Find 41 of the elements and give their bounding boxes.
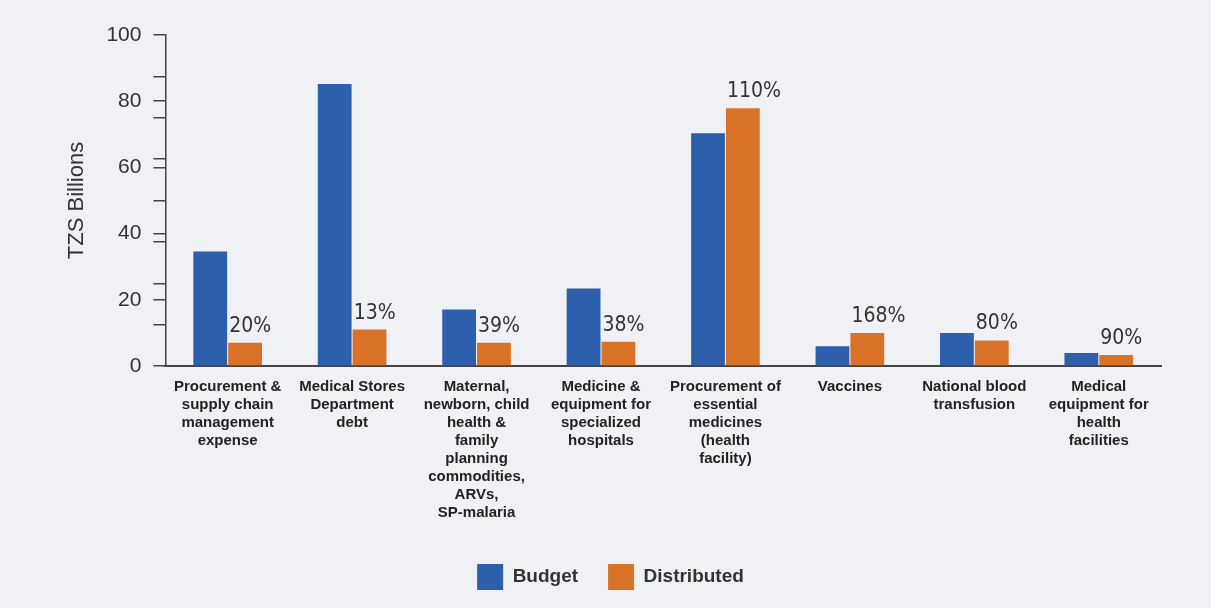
x-tick-label: Procurement & supply chain management expense — [173, 377, 282, 449]
annotation: 90% — [1100, 325, 1143, 350]
annotation: 168% — [851, 302, 906, 327]
x-tick-label: Vaccines — [817, 377, 882, 395]
x-tick-label: Medicine & equipment for specialized hospitals — [551, 377, 652, 449]
y-axis-title: TZS Billions — [63, 141, 89, 260]
legend-label: Distributed — [643, 565, 744, 587]
bar — [850, 332, 885, 366]
annotation: 80% — [975, 310, 1018, 335]
legend-label: Budget — [512, 565, 579, 587]
bar — [477, 342, 511, 366]
bar — [566, 288, 601, 366]
y-tick-label: 40 — [118, 220, 142, 244]
bar — [815, 346, 850, 366]
bar — [601, 341, 636, 366]
x-tick-label: Medical equipment for health facilities — [1048, 377, 1149, 449]
bar — [940, 332, 974, 366]
x-tick-label: Maternal, newborn, child health & family planning commodities, ARVs, SP-malaria — [423, 377, 530, 521]
y-tick-label: 20 — [118, 286, 142, 310]
bar — [974, 340, 1009, 366]
y-tick-label: 60 — [118, 154, 142, 178]
x-tick-label: Medical Stores Department debt — [299, 377, 406, 431]
bar — [193, 251, 228, 366]
bar — [317, 83, 352, 366]
x-tick-label: Procurement of essential medicines (health facility) — [670, 377, 782, 467]
x-tick-label: National blood transfusion — [922, 377, 1027, 413]
annotation: 13% — [353, 299, 396, 324]
y-tick-label: 100 — [106, 21, 142, 45]
bar — [1064, 353, 1099, 366]
bar — [691, 133, 725, 366]
bar — [228, 342, 262, 366]
y-tick-label: 80 — [118, 88, 142, 111]
annotation: 38% — [602, 311, 645, 336]
bar — [352, 329, 387, 366]
bar — [442, 309, 477, 366]
bar — [1099, 355, 1134, 366]
annotation: 39% — [478, 312, 521, 337]
bar — [725, 108, 760, 366]
annotation: 20% — [229, 312, 272, 337]
y-tick-label: 0 — [129, 352, 142, 376]
annotation: 110% — [726, 78, 781, 103]
